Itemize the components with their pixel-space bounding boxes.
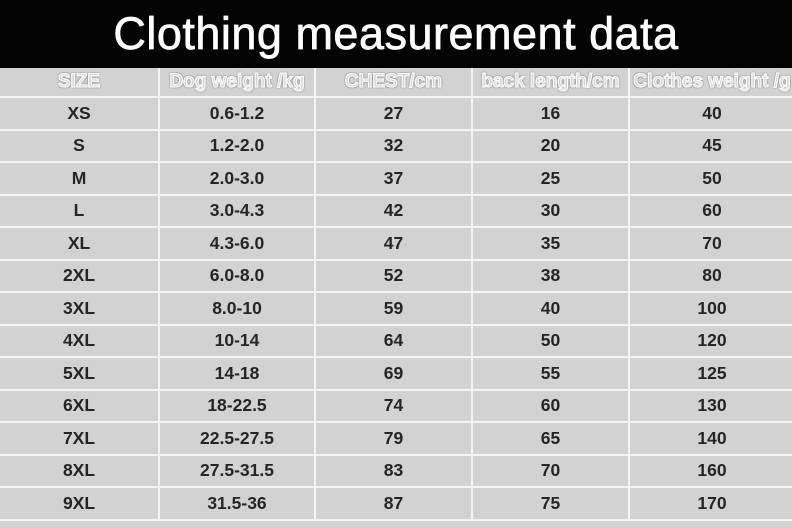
size-cell: L [0, 193, 160, 228]
table-row: 5XL 14-18 69 55 125 [0, 356, 792, 391]
size-cell: 4XL [0, 323, 160, 358]
size-cell: 8XL [0, 453, 160, 488]
value-cell: 40 [628, 96, 792, 131]
value-cell: 125 [628, 356, 792, 391]
column-header: Clothes weight /g [628, 68, 792, 98]
value-cell: 80 [628, 258, 792, 293]
table-body: XS 0.6-1.2 27 16 40 S 1.2-2.0 32 20 45 M 2.0-3.0 37 2… [0, 96, 792, 521]
value-cell: 42 [314, 193, 473, 228]
value-cell: 38 [471, 258, 630, 293]
value-cell: 140 [628, 421, 792, 456]
value-cell: 4.3-6.0 [158, 226, 316, 261]
value-cell: 60 [471, 388, 630, 423]
value-cell: 3.0-4.3 [158, 193, 316, 228]
table-row: 2XL 6.0-8.0 52 38 80 [0, 258, 792, 293]
size-cell: 5XL [0, 356, 160, 391]
column-header: Dog weight /kg [158, 68, 316, 98]
measurement-table: SIZE Dog weight /kg CHEST/cm back length/cm… [0, 68, 792, 521]
table-row: XL 4.3-6.0 47 35 70 [0, 226, 792, 261]
column-header: SIZE [0, 68, 160, 98]
size-cell: XL [0, 226, 160, 261]
page-title: Clothing measurement data [113, 8, 679, 60]
table-row: M 2.0-3.0 37 25 50 [0, 161, 792, 196]
value-cell: 79 [314, 421, 473, 456]
value-cell: 59 [314, 291, 473, 326]
size-cell: 6XL [0, 388, 160, 423]
value-cell: 32 [314, 128, 473, 163]
value-cell: 74 [314, 388, 473, 423]
value-cell: 65 [471, 421, 630, 456]
header-row: SIZE Dog weight /kg CHEST/cm back length/cm… [0, 68, 792, 98]
value-cell: 47 [314, 226, 473, 261]
value-cell: 64 [314, 323, 473, 358]
value-cell: 69 [314, 356, 473, 391]
table-row: 3XL 8.0-10 59 40 100 [0, 291, 792, 326]
table-row: XS 0.6-1.2 27 16 40 [0, 96, 792, 131]
value-cell: 45 [628, 128, 792, 163]
value-cell: 160 [628, 453, 792, 488]
size-cell: 9XL [0, 486, 160, 521]
value-cell: 27 [314, 96, 473, 131]
table-row: L 3.0-4.3 42 30 60 [0, 193, 792, 228]
title-banner: Clothing measurement data [0, 0, 792, 68]
value-cell: 14-18 [158, 356, 316, 391]
column-header: CHEST/cm [314, 68, 473, 98]
value-cell: 70 [471, 453, 630, 488]
value-cell: 35 [471, 226, 630, 261]
value-cell: 70 [628, 226, 792, 261]
value-cell: 8.0-10 [158, 291, 316, 326]
value-cell: 50 [471, 323, 630, 358]
value-cell: 87 [314, 486, 473, 521]
value-cell: 130 [628, 388, 792, 423]
table-row: 6XL 18-22.5 74 60 130 [0, 388, 792, 423]
table-row: 9XL 31.5-36 87 75 170 [0, 486, 792, 521]
value-cell: 31.5-36 [158, 486, 316, 521]
size-cell: 2XL [0, 258, 160, 293]
value-cell: 20 [471, 128, 630, 163]
value-cell: 100 [628, 291, 792, 326]
value-cell: 60 [628, 193, 792, 228]
value-cell: 22.5-27.5 [158, 421, 316, 456]
size-cell: M [0, 161, 160, 196]
value-cell: 55 [471, 356, 630, 391]
value-cell: 27.5-31.5 [158, 453, 316, 488]
table-row: 8XL 27.5-31.5 83 70 160 [0, 453, 792, 488]
table-row: 7XL 22.5-27.5 79 65 140 [0, 421, 792, 456]
table-row: 4XL 10-14 64 50 120 [0, 323, 792, 358]
value-cell: 1.2-2.0 [158, 128, 316, 163]
value-cell: 30 [471, 193, 630, 228]
table-header: SIZE Dog weight /kg CHEST/cm back length/cm… [0, 68, 792, 98]
value-cell: 170 [628, 486, 792, 521]
value-cell: 6.0-8.0 [158, 258, 316, 293]
value-cell: 75 [471, 486, 630, 521]
value-cell: 120 [628, 323, 792, 358]
value-cell: 40 [471, 291, 630, 326]
value-cell: 25 [471, 161, 630, 196]
size-cell: XS [0, 96, 160, 131]
value-cell: 52 [314, 258, 473, 293]
value-cell: 18-22.5 [158, 388, 316, 423]
column-header: back length/cm [471, 68, 630, 98]
table-row: S 1.2-2.0 32 20 45 [0, 128, 792, 163]
table-area: SIZE Dog weight /kg CHEST/cm back length/cm… [0, 68, 792, 527]
size-cell: S [0, 128, 160, 163]
size-cell: 7XL [0, 421, 160, 456]
size-cell: 3XL [0, 291, 160, 326]
value-cell: 37 [314, 161, 473, 196]
value-cell: 50 [628, 161, 792, 196]
value-cell: 2.0-3.0 [158, 161, 316, 196]
value-cell: 0.6-1.2 [158, 96, 316, 131]
value-cell: 83 [314, 453, 473, 488]
value-cell: 10-14 [158, 323, 316, 358]
value-cell: 16 [471, 96, 630, 131]
